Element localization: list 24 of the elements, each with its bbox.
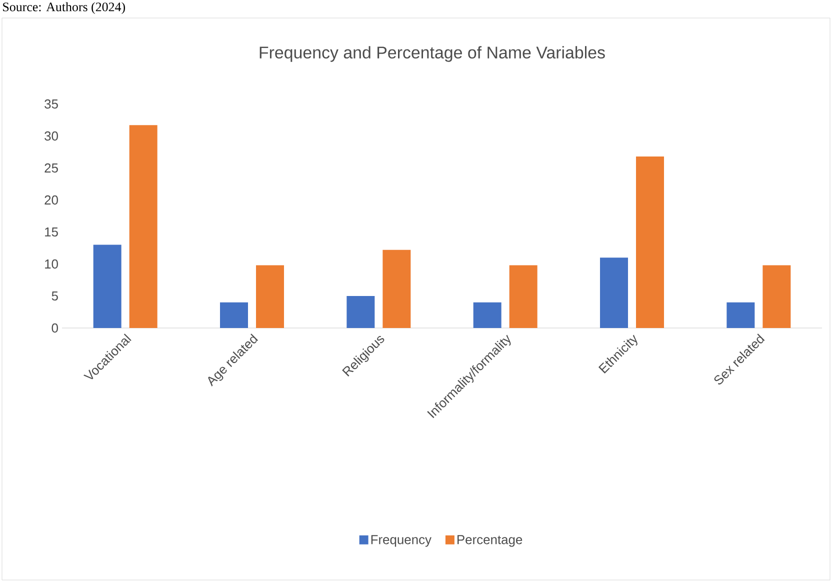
y-tick-label: 35 [44,99,58,109]
bar [346,296,375,328]
source-note: Source: Authors (2024) [3,2,126,14]
bar [473,302,502,328]
y-tick-label: 15 [45,227,58,237]
bar [129,125,158,328]
bar [636,156,664,328]
legend-label: Frequency [371,535,432,547]
y-tick-label: 20 [44,195,58,205]
chart-title: Frequency and Percentage of Name Variables [260,46,605,62]
legend-label: Percentage [458,535,522,547]
bar [220,302,248,328]
y-tick-label: 0 [52,323,58,333]
bar [726,302,755,328]
y-tick-label: 5 [52,291,58,301]
bar [762,265,791,328]
y-tick-label: 25 [44,163,58,173]
y-tick-label: 10 [45,259,58,269]
bar [256,265,284,328]
bar [382,250,411,328]
bar [509,265,538,328]
y-tick-label: 30 [44,131,58,141]
bar [600,258,628,328]
bar [93,244,122,328]
